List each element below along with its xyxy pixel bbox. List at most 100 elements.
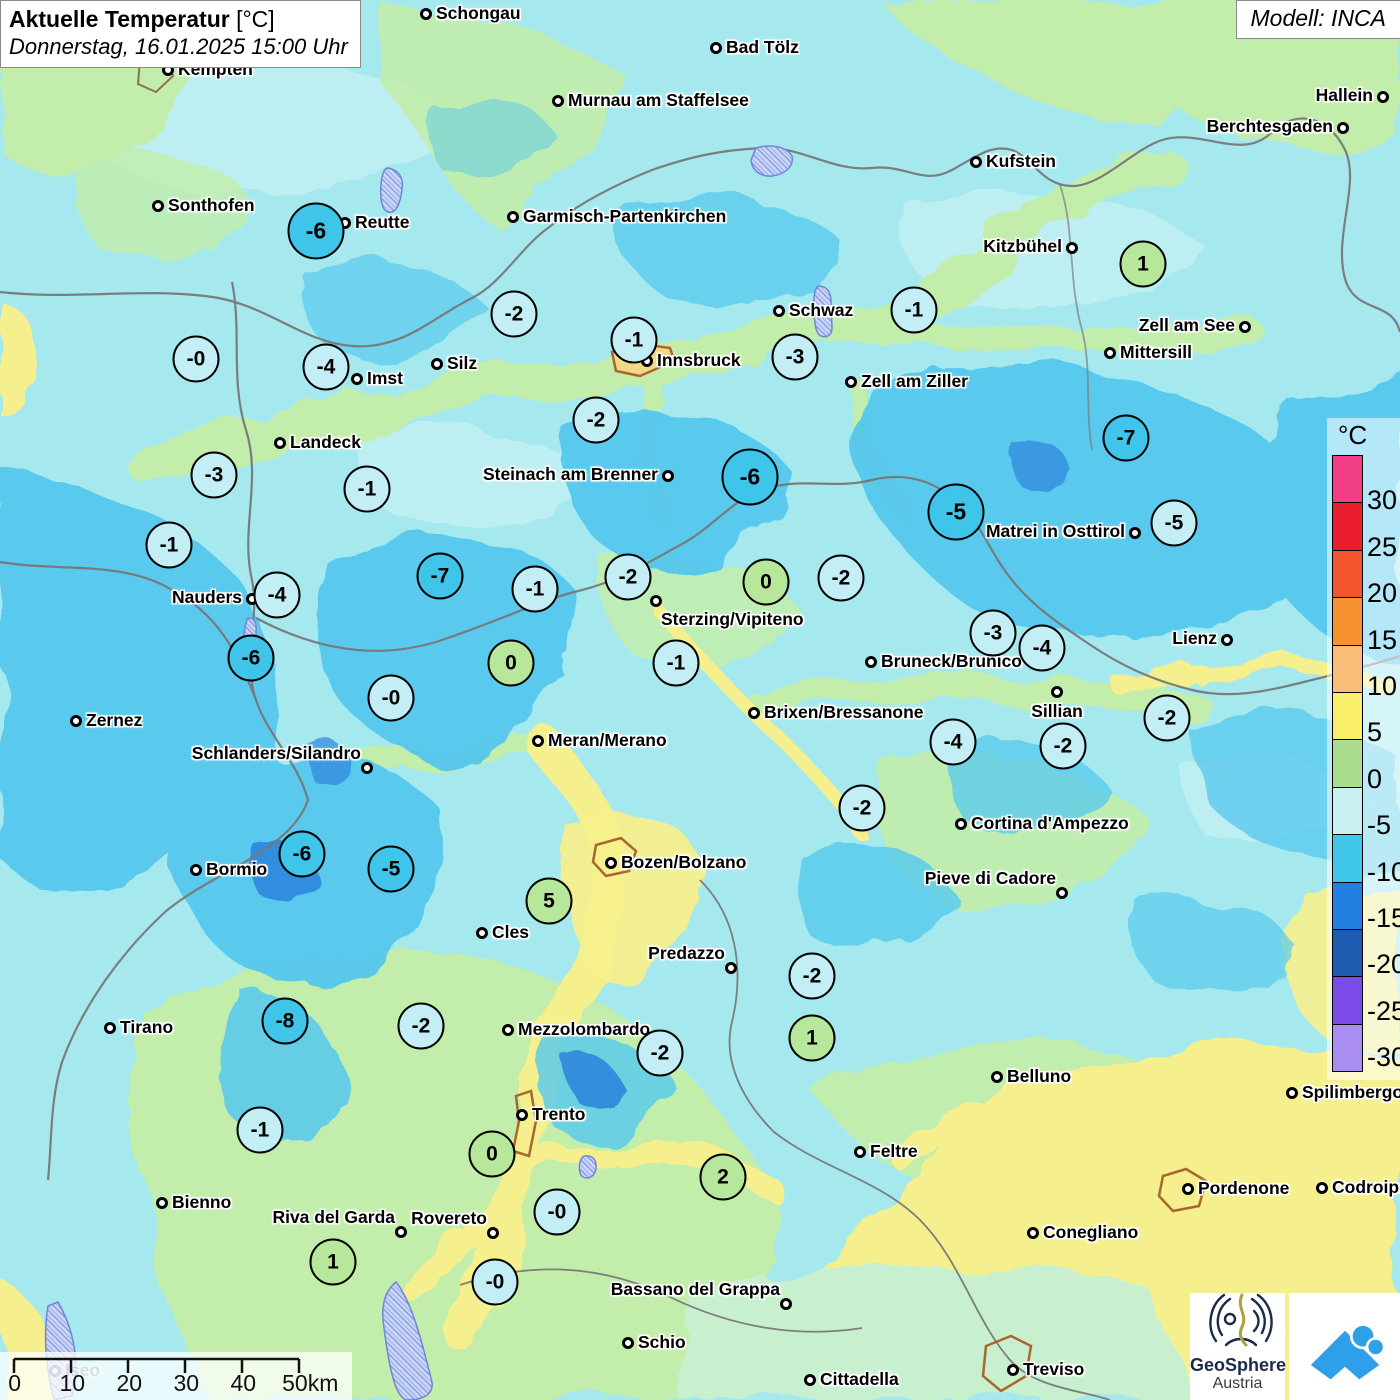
city-dot-icon — [395, 1226, 407, 1238]
temperature-bubble: -6 — [287, 202, 345, 260]
city-dot-icon — [351, 373, 363, 385]
legend-unit: °C — [1338, 420, 1368, 450]
city-dot-icon — [1337, 122, 1349, 134]
temperature-bubble: -8 — [261, 997, 309, 1045]
city-label: Bormio — [206, 859, 268, 879]
legend-segment — [1333, 929, 1362, 978]
city-label: Steinach am Brenner — [482, 464, 658, 484]
legend-segment — [1333, 835, 1362, 883]
temperature-bubble: -1 — [343, 465, 391, 513]
city-dot-icon — [156, 1197, 168, 1209]
temperature-bubble: 1 — [309, 1238, 357, 1286]
contour-lines-icon — [1209, 1293, 1273, 1347]
city-label: Conegliano — [1043, 1222, 1139, 1242]
city-label: Schwaz — [789, 300, 854, 320]
city-label: Treviso — [1023, 1359, 1085, 1379]
city-label: Codroipo — [1332, 1177, 1400, 1197]
temperature-bubble: -1 — [610, 316, 658, 364]
temperature-bubble: -2 — [817, 554, 865, 602]
scale-bar: 0 10 20 30 40 50km — [0, 1352, 352, 1400]
city-label: Zell am Ziller — [861, 371, 968, 391]
city-dot-icon — [1027, 1227, 1039, 1239]
city-label: Predazzo — [648, 943, 725, 963]
scale-bar-label: 50km — [282, 1370, 339, 1396]
legend-segment — [1333, 456, 1362, 504]
city-label: Cittadella — [820, 1369, 899, 1389]
city-dot-icon — [152, 200, 164, 212]
city-label: Meran/Merano — [548, 730, 667, 750]
city-dot-icon — [532, 735, 544, 747]
city-label: Imst — [367, 368, 403, 388]
page-title: Aktuelle Temperatur [°C] — [9, 6, 348, 33]
temperature-bubble: 2 — [699, 1153, 747, 1201]
city-label: Trento — [532, 1104, 586, 1124]
temperature-legend: °C 30 25 20 15 10 5 0 -5 -10 -15 -20 -25 -30 — [1327, 418, 1400, 1080]
temperature-bubble: -2 — [572, 396, 620, 444]
city-label: Lienz — [1172, 628, 1217, 648]
city-dot-icon — [70, 715, 82, 727]
city-label: Cortina d'Ampezzo — [971, 813, 1129, 833]
title-box: Aktuelle Temperatur [°C] Donnerstag, 16.… — [0, 0, 361, 68]
city-label: Mezzolombardo — [518, 1019, 651, 1039]
city-label: Cles — [492, 922, 529, 942]
legend-tick-label: -20 — [1367, 949, 1400, 980]
city-label: Rovereto — [411, 1208, 487, 1228]
model-label: Modell: INCA — [1235, 0, 1400, 39]
legend-segment — [1333, 692, 1362, 741]
temperature-bubble: 5 — [525, 877, 573, 925]
city-label: Brixen/Bressanone — [764, 702, 924, 722]
temperature-bubble: -5 — [927, 483, 985, 541]
city-dot-icon — [1239, 321, 1251, 333]
temperature-bubble: -4 — [1018, 624, 1066, 672]
city-dot-icon — [1316, 1182, 1328, 1194]
temperature-bubble: -4 — [253, 571, 301, 619]
temperature-bubble: -3 — [190, 451, 238, 499]
temperature-bubble: 0 — [487, 639, 535, 687]
border-lines — [0, 117, 1400, 1400]
city-dot-icon — [991, 1071, 1003, 1083]
legend-tick-label: 25 — [1367, 531, 1398, 562]
legend-segment — [1333, 503, 1362, 551]
city-dot-icon — [970, 156, 982, 168]
scale-bar-label: 20 — [116, 1370, 143, 1396]
temperature-bubble: 0 — [468, 1130, 516, 1178]
city-dot-icon — [662, 470, 674, 482]
scale-bar-ruler-icon — [12, 1357, 301, 1373]
temperature-bubble: -6 — [227, 634, 275, 682]
city-dot-icon — [710, 42, 722, 54]
city-label: Zernez — [86, 710, 143, 730]
city-dot-icon — [1221, 634, 1233, 646]
temperature-bubble: 0 — [742, 558, 790, 606]
city-dot-icon — [650, 595, 662, 607]
city-label: Sterzing/Vipiteno — [661, 609, 804, 629]
city-label: Murnau am Staffelsee — [568, 90, 749, 110]
legend-segment — [1333, 787, 1362, 836]
legend-segment — [1333, 550, 1362, 599]
geosphere-country: Austria — [1212, 1374, 1263, 1392]
city-label: Bassano del Grappa — [610, 1279, 780, 1299]
temperature-bubble: -1 — [145, 521, 193, 569]
city-label: Bozen/Bolzano — [621, 852, 747, 872]
city-label: Tirano — [120, 1017, 174, 1037]
city-label: Innsbruck — [657, 350, 741, 370]
city-label: Nauders — [171, 587, 242, 607]
temperature-bubble: -0 — [533, 1188, 581, 1236]
city-dot-icon — [1104, 347, 1116, 359]
title-datetime: Donnerstag, 16.01.2025 15:00 Uhr — [9, 34, 348, 59]
legend-segment — [1333, 645, 1362, 693]
temperature-bubble: -3 — [969, 609, 1017, 657]
city-label: Garmisch-Partenkirchen — [523, 206, 727, 226]
temperature-bubble: -2 — [838, 784, 886, 832]
temperature-bubble: -5 — [1150, 499, 1198, 547]
city-dot-icon — [104, 1022, 116, 1034]
mountain-cloud-icon — [1310, 1322, 1385, 1379]
temperature-bubble: -1 — [890, 286, 938, 334]
temperature-bubble: -0 — [471, 1258, 519, 1306]
city-dot-icon — [1007, 1364, 1019, 1376]
legend-tick-label: -10 — [1367, 856, 1400, 887]
city-label: Silz — [447, 353, 478, 373]
city-label: Hallein — [1315, 85, 1373, 105]
city-dot-icon — [487, 1227, 499, 1239]
city-label: Sillian — [1031, 701, 1083, 721]
